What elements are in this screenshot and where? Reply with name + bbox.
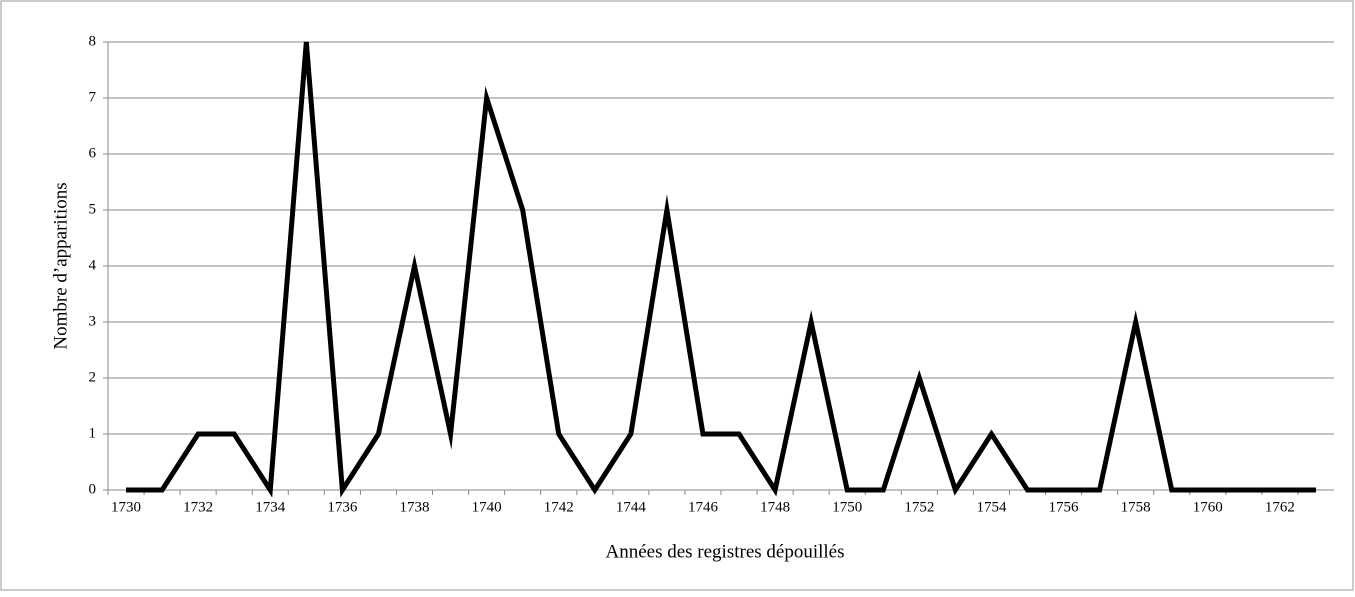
x-tick-label: 1746	[688, 499, 719, 515]
y-tick-label: 8	[89, 33, 97, 49]
y-tick-label: 2	[89, 369, 97, 385]
x-tick-label: 1734	[255, 499, 286, 515]
x-tick-label: 1758	[1121, 499, 1151, 515]
y-tick-label: 4	[89, 257, 97, 273]
y-axis-title: Nombre d’apparitions	[50, 182, 71, 349]
x-tick-label: 1740	[472, 499, 502, 515]
x-tick-label: 1762	[1265, 499, 1295, 515]
x-tick-label: 1736	[327, 499, 358, 515]
x-tick-label: 1730	[111, 499, 141, 515]
x-tick-label: 1738	[400, 499, 430, 515]
y-tick-label: 3	[89, 313, 97, 329]
y-tick-label: 7	[89, 89, 97, 105]
x-tick-label: 1756	[1049, 499, 1080, 515]
y-tick-label: 1	[89, 425, 97, 441]
x-axis-title: Années des registres dépouillés	[605, 541, 844, 562]
x-tick-label: 1744	[616, 499, 647, 515]
x-tick-label: 1752	[904, 499, 934, 515]
x-tick-label: 1750	[832, 499, 862, 515]
x-tick-label: 1748	[760, 499, 790, 515]
y-tick-label: 6	[89, 145, 97, 161]
x-tick-label: 1732	[183, 499, 213, 515]
x-tick-label: 1760	[1193, 499, 1223, 515]
x-tick-label: 1742	[544, 499, 574, 515]
x-tick-label: 1754	[976, 499, 1007, 515]
y-tick-label: 5	[89, 201, 97, 217]
line-series	[126, 41, 1316, 498]
y-tick-label: 0	[89, 481, 97, 497]
